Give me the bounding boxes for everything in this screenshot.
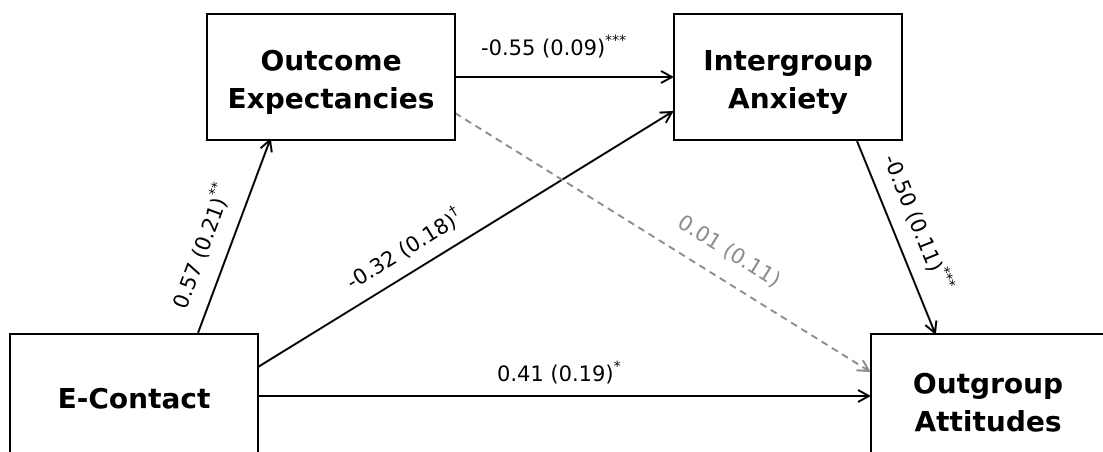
label-oe-to-oa-coef: 0.01 (0.11) xyxy=(673,210,785,292)
node-intergroup-anxiety: Intergroup Anxiety xyxy=(673,13,903,141)
node-outcome-expectancies-line2: Expectancies xyxy=(228,82,435,115)
node-outgroup-attitudes-line2: Attitudes xyxy=(914,405,1061,438)
label-oe-to-ia-sig: *** xyxy=(605,33,626,49)
label-ec-to-oe: 0.57 (0.21)** xyxy=(165,180,236,312)
label-ec-to-oa-sig: * xyxy=(614,359,621,375)
label-ec-to-oe-sig: ** xyxy=(206,180,226,199)
node-outgroup-attitudes-line1: Outgroup xyxy=(913,367,1063,400)
label-oe-to-oa: 0.01 (0.11) xyxy=(673,210,785,292)
label-ia-to-oa-sig: *** xyxy=(935,265,958,290)
label-ec-to-ia: -0.32 (0.18)† xyxy=(340,203,466,295)
node-intergroup-anxiety-line1: Intergroup xyxy=(703,44,873,77)
arrow-ec-to-ia xyxy=(257,112,672,368)
node-e-contact: E-Contact xyxy=(9,333,259,452)
label-ec-to-oa-coef: 0.41 (0.19) xyxy=(497,362,614,386)
label-ec-to-oe-coef: 0.57 (0.21) xyxy=(168,194,231,312)
arrow-ec-to-oe xyxy=(197,140,270,334)
node-outcome-expectancies-line1: Outcome xyxy=(260,44,401,77)
label-oe-to-ia-coef: -0.55 (0.09) xyxy=(481,36,605,60)
label-oe-to-ia: -0.55 (0.09)*** xyxy=(481,33,626,60)
label-ia-to-oa-coef: -0.50 (0.11) xyxy=(878,151,947,275)
label-ec-to-ia-coef: -0.32 (0.18) xyxy=(342,209,460,294)
arrow-oe-to-oa xyxy=(454,112,869,371)
node-intergroup-anxiety-line2: Anxiety xyxy=(728,82,848,115)
node-e-contact-label: E-Contact xyxy=(58,382,211,415)
node-outcome-expectancies: Outcome Expectancies xyxy=(206,13,456,141)
arrow-ia-to-oa xyxy=(856,140,935,333)
label-ec-to-oa: 0.41 (0.19)* xyxy=(497,359,621,386)
node-outgroup-attitudes: Outgroup Attitudes xyxy=(870,333,1103,452)
